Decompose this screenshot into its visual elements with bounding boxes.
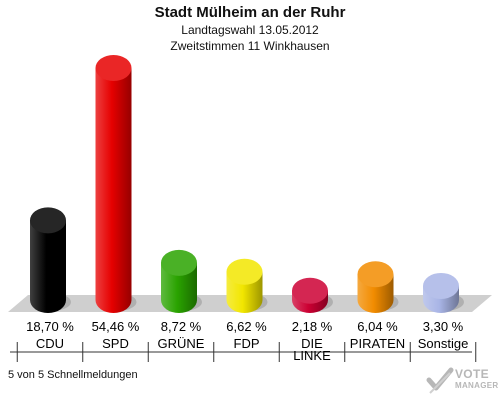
- bar-cdu: [30, 207, 71, 313]
- chart-title: Stadt Mülheim an der Ruhr: [154, 4, 346, 21]
- value-label: 54,46 %: [92, 319, 140, 334]
- vote-manager-logo: VOTE MANAGER: [426, 366, 498, 396]
- bar-die-linke: [292, 277, 333, 313]
- category-label: Sonstige: [418, 336, 469, 351]
- category-label: GRÜNE: [158, 336, 205, 351]
- chart-subtitle-date: Landtagswahl 13.05.2012: [181, 23, 319, 37]
- category-label: DIE: [301, 336, 323, 351]
- chart-subtitle-district: Zweitstimmen 11 Winkhausen: [170, 39, 330, 53]
- bar-fdp: [226, 258, 268, 313]
- category-label: PIRATEN: [350, 336, 405, 351]
- category-label: SPD: [102, 336, 129, 351]
- bar-grüne: [161, 249, 202, 313]
- value-label: 18,70 %: [26, 319, 74, 334]
- value-label: 2,18 %: [292, 319, 333, 334]
- status-footer: 5 von 5 Schnellmeldungen: [8, 369, 138, 381]
- logo-text-bottom: MANAGER: [455, 381, 499, 390]
- category-label: LINKE: [293, 348, 331, 363]
- bar-piraten: [357, 261, 399, 313]
- bar-spd: [95, 55, 137, 313]
- value-label: 8,72 %: [161, 319, 202, 334]
- value-label: 6,04 %: [357, 319, 398, 334]
- bar-sonstige: [423, 272, 464, 313]
- category-label: CDU: [36, 336, 64, 351]
- value-label: 6,62 %: [226, 319, 267, 334]
- checkmark-icon: [426, 367, 454, 394]
- value-label: 3,30 %: [423, 319, 464, 334]
- logo-text-top: VOTE: [455, 367, 489, 381]
- category-label: FDP: [234, 336, 260, 351]
